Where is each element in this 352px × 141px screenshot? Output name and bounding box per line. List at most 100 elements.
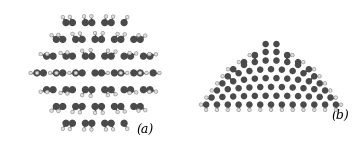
- Circle shape: [296, 62, 301, 67]
- Circle shape: [60, 103, 66, 109]
- Circle shape: [237, 108, 240, 112]
- Circle shape: [209, 95, 214, 100]
- Circle shape: [226, 108, 230, 112]
- Circle shape: [126, 127, 129, 130]
- Circle shape: [263, 58, 268, 63]
- Circle shape: [290, 68, 295, 74]
- Circle shape: [99, 70, 105, 76]
- Circle shape: [101, 111, 105, 114]
- Circle shape: [236, 102, 241, 107]
- Circle shape: [29, 71, 32, 75]
- Circle shape: [79, 70, 85, 76]
- Circle shape: [79, 103, 85, 109]
- Circle shape: [81, 93, 84, 97]
- Circle shape: [248, 53, 251, 57]
- Circle shape: [226, 68, 230, 71]
- Circle shape: [263, 93, 268, 98]
- Circle shape: [55, 71, 58, 75]
- Circle shape: [92, 103, 98, 109]
- Circle shape: [73, 70, 78, 76]
- Circle shape: [121, 87, 127, 93]
- Circle shape: [205, 108, 208, 112]
- Circle shape: [102, 120, 108, 126]
- Circle shape: [158, 71, 161, 75]
- Circle shape: [333, 102, 339, 107]
- Circle shape: [236, 71, 241, 76]
- Circle shape: [71, 32, 74, 36]
- Circle shape: [231, 79, 236, 84]
- Circle shape: [119, 71, 122, 75]
- Circle shape: [65, 51, 69, 54]
- Circle shape: [285, 53, 290, 58]
- Circle shape: [323, 108, 327, 112]
- Circle shape: [128, 51, 131, 55]
- Circle shape: [82, 20, 88, 26]
- Circle shape: [328, 95, 333, 100]
- Circle shape: [114, 50, 117, 53]
- Circle shape: [39, 90, 42, 93]
- Circle shape: [59, 51, 62, 55]
- Circle shape: [61, 127, 64, 130]
- Circle shape: [302, 60, 305, 64]
- Circle shape: [57, 109, 60, 113]
- Circle shape: [90, 128, 93, 131]
- Circle shape: [92, 70, 98, 76]
- Circle shape: [99, 37, 105, 42]
- Circle shape: [65, 92, 69, 95]
- Circle shape: [102, 20, 108, 26]
- Circle shape: [48, 71, 52, 75]
- Circle shape: [306, 94, 312, 99]
- Circle shape: [108, 87, 114, 93]
- Circle shape: [291, 108, 294, 112]
- Circle shape: [274, 76, 279, 81]
- Circle shape: [269, 102, 274, 107]
- Circle shape: [50, 87, 56, 93]
- Circle shape: [225, 74, 230, 79]
- Circle shape: [323, 82, 327, 85]
- Circle shape: [137, 109, 140, 112]
- Circle shape: [334, 96, 338, 99]
- Circle shape: [312, 87, 317, 92]
- Circle shape: [79, 37, 85, 42]
- Circle shape: [118, 37, 124, 42]
- Text: (a): (a): [136, 124, 153, 137]
- Circle shape: [296, 60, 301, 65]
- Circle shape: [258, 108, 262, 112]
- Circle shape: [126, 15, 129, 19]
- Circle shape: [121, 20, 127, 26]
- Circle shape: [138, 71, 142, 75]
- Circle shape: [63, 20, 69, 26]
- Circle shape: [285, 76, 290, 81]
- Circle shape: [306, 79, 312, 84]
- Circle shape: [285, 93, 290, 98]
- Circle shape: [312, 102, 317, 107]
- Circle shape: [125, 71, 129, 75]
- Circle shape: [131, 103, 137, 109]
- Circle shape: [137, 34, 140, 37]
- Circle shape: [70, 87, 75, 93]
- Circle shape: [290, 102, 295, 107]
- Circle shape: [60, 37, 66, 42]
- Circle shape: [89, 120, 95, 126]
- Circle shape: [93, 111, 97, 114]
- Circle shape: [131, 70, 137, 76]
- Circle shape: [252, 60, 257, 65]
- Circle shape: [137, 70, 143, 76]
- Circle shape: [78, 111, 82, 114]
- Circle shape: [82, 120, 88, 126]
- Circle shape: [237, 60, 240, 64]
- Circle shape: [258, 102, 263, 107]
- Circle shape: [70, 53, 75, 59]
- Circle shape: [92, 37, 98, 42]
- Circle shape: [111, 127, 115, 131]
- Circle shape: [252, 53, 257, 58]
- Circle shape: [274, 49, 279, 55]
- Circle shape: [274, 41, 279, 47]
- Circle shape: [313, 108, 316, 112]
- Circle shape: [241, 94, 246, 99]
- Circle shape: [225, 87, 230, 92]
- Circle shape: [114, 92, 117, 96]
- Circle shape: [81, 49, 84, 52]
- Circle shape: [145, 71, 148, 75]
- Circle shape: [280, 108, 284, 112]
